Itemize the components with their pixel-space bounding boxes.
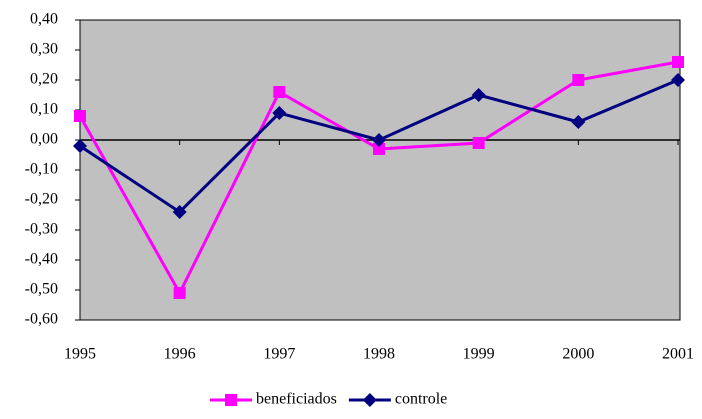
legend-label: beneficiados: [256, 391, 337, 408]
x-tick-label: 1996: [164, 346, 196, 363]
x-tick-label: 1998: [363, 346, 395, 363]
legend-label: controle: [395, 391, 447, 408]
marker: [672, 56, 684, 68]
x-tick-label: 2000: [562, 346, 594, 363]
y-tick-label: 0,10: [30, 101, 58, 118]
y-tick-label: 0,20: [30, 71, 58, 88]
marker: [471, 88, 486, 102]
marker: [472, 137, 485, 149]
marker: [225, 394, 237, 406]
y-tick-label: 0,30: [30, 41, 58, 58]
y-tick-label: -0,30: [25, 221, 58, 238]
marker: [173, 287, 186, 299]
marker: [571, 115, 586, 129]
x-tick-label: 1999: [463, 346, 495, 363]
marker: [671, 73, 685, 87]
marker: [73, 139, 87, 153]
y-tick-label: 0,40: [30, 11, 58, 28]
x-tick-label: 1995: [64, 346, 96, 363]
marker: [362, 393, 377, 407]
marker: [273, 86, 286, 98]
marker: [172, 205, 187, 219]
y-tick-label: -0,60: [25, 311, 58, 328]
marker: [572, 74, 585, 86]
x-tick-label: 1997: [263, 346, 295, 363]
y-tick-label: -0,50: [25, 281, 58, 298]
marker: [372, 133, 386, 147]
y-tick-label: -0,40: [25, 251, 58, 268]
y-tick-label: -0,20: [25, 191, 58, 208]
plot-area: [79, 19, 681, 321]
marker: [373, 143, 385, 155]
y-tick-label: 0,00: [30, 131, 58, 148]
marker: [272, 106, 287, 120]
y-tick-label: -0,10: [25, 161, 58, 178]
x-tick-label: 2001: [662, 346, 694, 363]
marker: [74, 110, 86, 122]
